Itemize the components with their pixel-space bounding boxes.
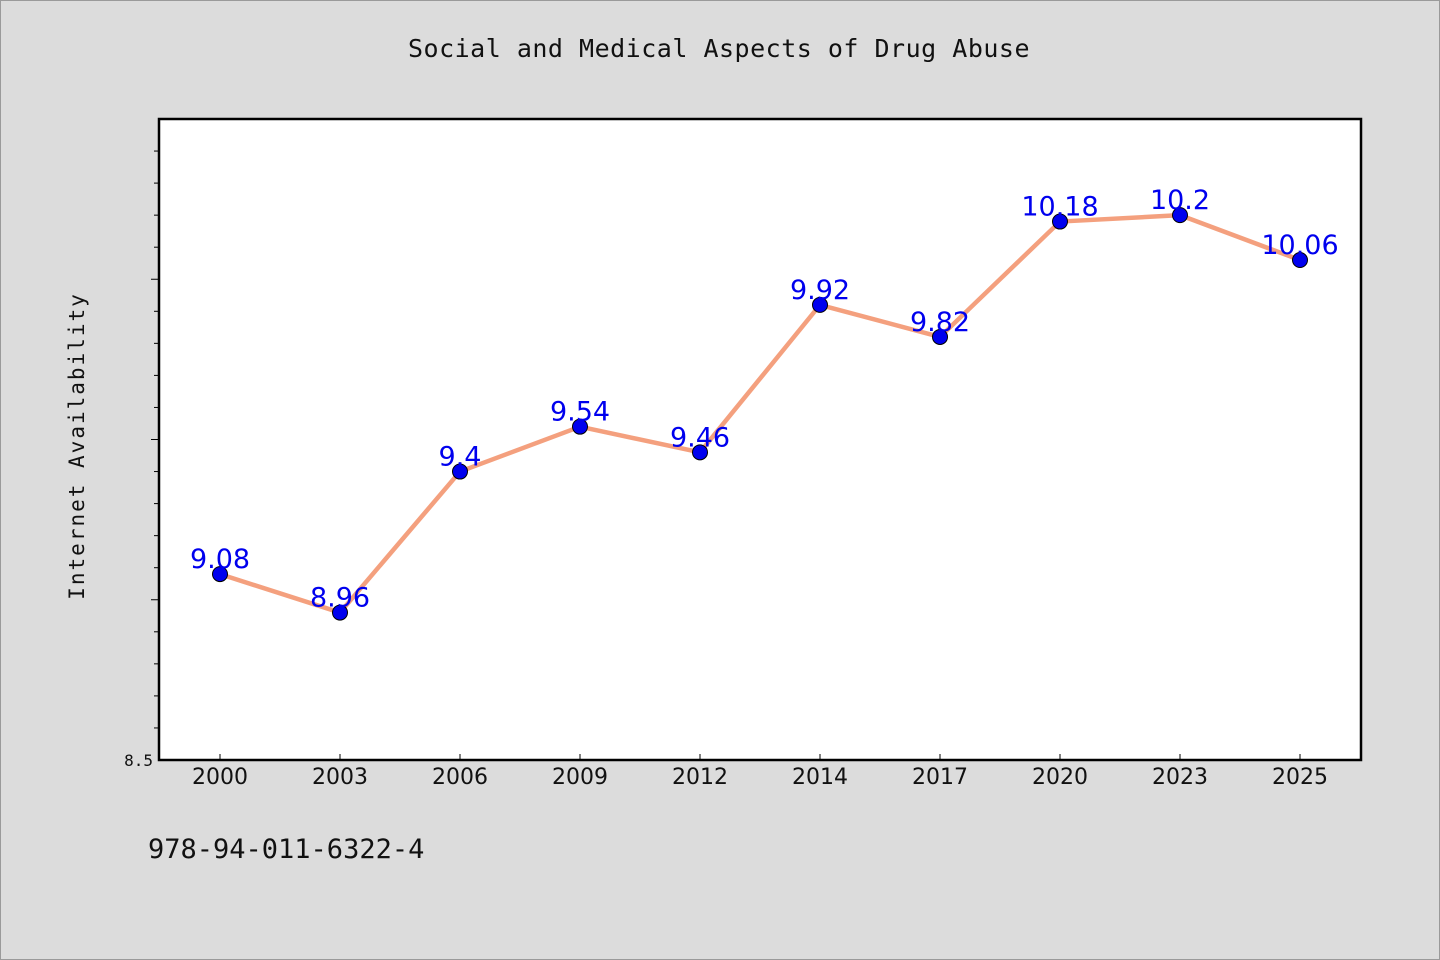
- data-point: [812, 296, 828, 313]
- data-label: 10.2: [1150, 185, 1210, 216]
- x-tick-label: 2025: [1272, 765, 1328, 790]
- x-tick-label: 2014: [792, 765, 848, 790]
- x-tick-label: 2023: [1152, 765, 1208, 790]
- x-tick-label: 2009: [552, 765, 608, 790]
- data-label: 9.92: [790, 275, 850, 306]
- data-label: 9.54: [550, 397, 610, 428]
- data-label: 9.08: [190, 544, 250, 575]
- data-point: [332, 604, 348, 621]
- x-tick-label: 2017: [912, 765, 968, 790]
- x-tick-label: 2000: [192, 765, 248, 790]
- x-tick-label: 2012: [672, 765, 728, 790]
- data-point: [692, 444, 708, 461]
- chart-title: Social and Medical Aspects of Drug Abuse: [407, 34, 1031, 63]
- x-tick-label: 2006: [432, 765, 488, 790]
- data-label: 10.18: [1021, 192, 1098, 223]
- data-point: [212, 566, 228, 583]
- data-point: [1292, 252, 1308, 269]
- series-layer: 9.08 8.96 9.4 9.54 9.46 9.92 9.82 10.18 10.2 10.0…: [190, 185, 1339, 621]
- data-point: [572, 418, 588, 435]
- data-label: 8.96: [310, 583, 370, 614]
- data-point: [1172, 207, 1188, 224]
- y-axis-ticks: 8.5: [124, 150, 159, 770]
- data-label: 9.82: [910, 307, 970, 338]
- data-point: [932, 328, 948, 345]
- data-label: 9.46: [670, 422, 730, 453]
- data-label: 9.4: [439, 442, 482, 473]
- x-tick-label: 2020: [1032, 765, 1088, 790]
- plot-area: [157, 117, 1363, 762]
- data-point: [1052, 213, 1068, 230]
- data-point: [452, 463, 468, 480]
- x-tick-label: 2003: [312, 765, 368, 790]
- y-tick-label: 8.5: [124, 751, 153, 770]
- series-line: [219, 212, 1301, 615]
- isbn-text: 978-94-011-6322-4: [148, 834, 425, 865]
- x-axis-ticks: 2000 2003 2006 2009 2012 2014 2017 2020 2023 2025: [192, 754, 1328, 790]
- data-label: 10.06: [1261, 230, 1338, 261]
